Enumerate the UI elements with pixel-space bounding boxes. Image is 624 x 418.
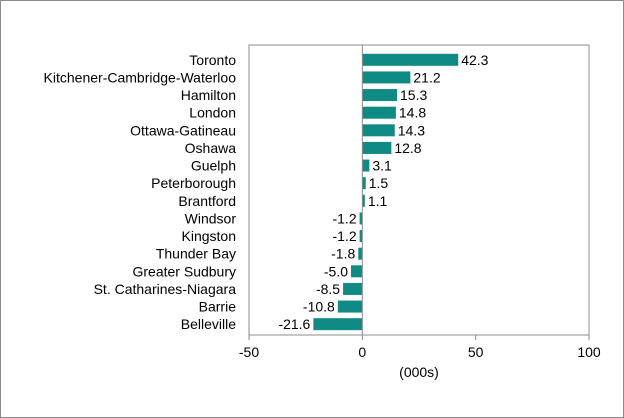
category-label: Ottawa-Gatineau [130,122,236,138]
bar-value-label: 42.3 [461,52,488,68]
bar [362,53,459,66]
bar [362,106,396,119]
x-ticks-group: -50 0 50 100 [239,335,601,360]
x-tick-label: 100 [577,344,601,360]
bar-value-label: -10.8 [303,299,335,315]
category-label: Guelph [191,158,236,174]
bar [313,318,363,331]
category-label: Peterborough [151,175,236,191]
bar-value-label: -5.0 [324,263,348,279]
x-tick-label: 0 [358,344,366,360]
bar [362,71,411,84]
bar-value-label: -1.2 [332,210,356,226]
bar-value-label: -8.5 [316,281,340,297]
bar [351,265,363,278]
bar [337,300,363,313]
category-label: Belleville [181,316,236,332]
category-label: Hamilton [181,87,236,103]
category-label: Oshawa [185,140,237,156]
bar [358,247,363,260]
category-label: Toronto [189,52,236,68]
bar [362,194,365,207]
category-label: St. Catharines-Niagara [94,281,237,297]
x-tick-label: -50 [239,344,259,360]
bars-group [313,53,459,331]
bar-value-label: 14.3 [398,122,425,138]
category-label: Greater Sudbury [133,263,237,279]
category-label: London [189,105,236,121]
category-label: Brantford [178,193,236,209]
category-label: Thunder Bay [156,246,236,262]
bar-value-label: 14.8 [399,105,426,121]
bar-value-label: 1.5 [369,175,389,191]
bar [362,177,366,190]
bar-value-label: -1.2 [332,228,356,244]
category-label: Kingston [182,228,236,244]
value-labels-group: 42.3 21.2 15.3 14.814.3 12.83.11.5 1.1 -1.2 -1.… [278,52,488,332]
bar [359,230,363,243]
x-axis-title: (000s) [399,364,439,380]
bar [362,89,398,102]
x-tick-label: 50 [468,344,484,360]
bar-value-label: 1.1 [368,193,388,209]
bar [362,141,392,154]
bar-value-label: 3.1 [372,158,392,174]
category-label: Barrie [199,299,237,315]
category-label: Kitchener-Cambridge-Waterloo [44,69,237,85]
bar-value-label: 12.8 [394,140,421,156]
category-label: Windsor [185,210,237,226]
bar-value-label: -21.6 [278,316,310,332]
plot-area [248,44,590,336]
bar-value-label: -1.8 [331,246,355,262]
bar-value-label: 21.2 [413,69,440,85]
bar [362,159,370,172]
bar-value-label: 15.3 [400,87,427,103]
bar [362,124,395,137]
bar [343,282,363,295]
bar [359,212,363,225]
